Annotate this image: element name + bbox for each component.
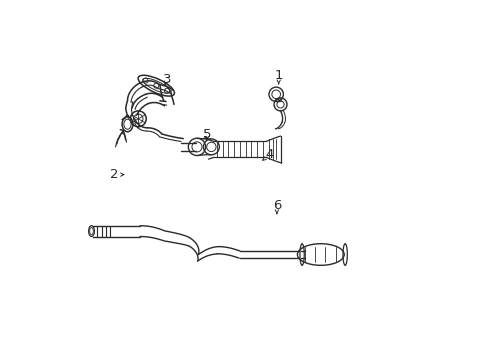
Text: 2: 2	[110, 168, 118, 181]
Text: 3: 3	[163, 73, 171, 86]
Text: 1: 1	[274, 69, 283, 82]
Text: 6: 6	[272, 199, 281, 212]
Text: 4: 4	[265, 148, 273, 161]
Text: 5: 5	[202, 129, 210, 141]
